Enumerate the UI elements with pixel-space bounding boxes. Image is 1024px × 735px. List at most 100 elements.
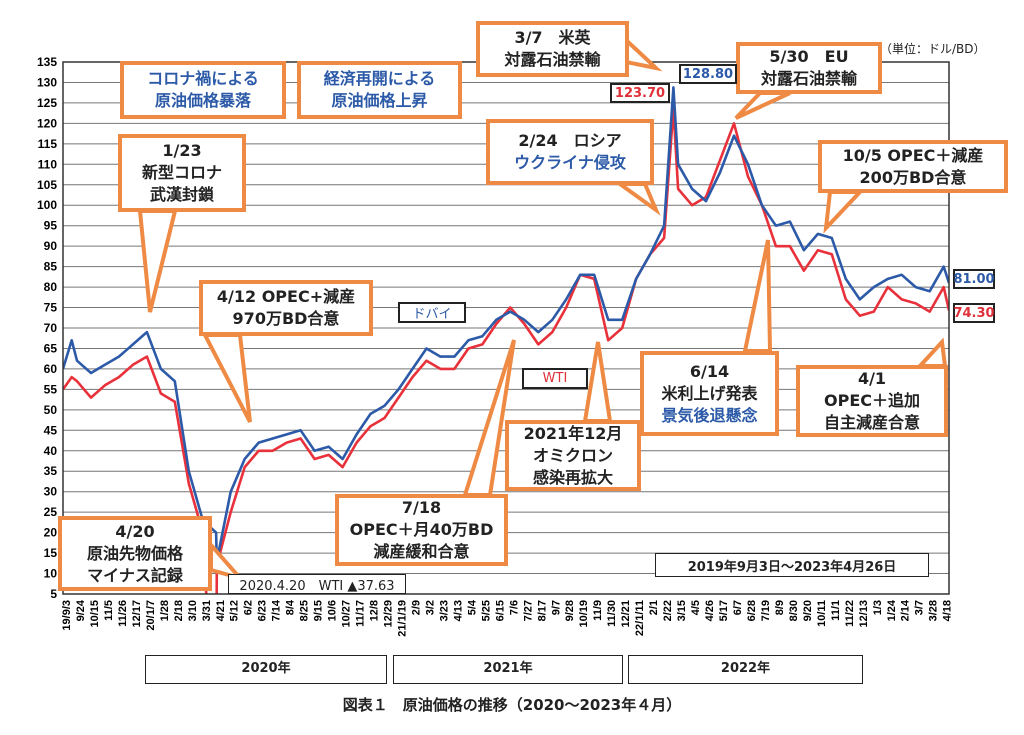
callout-line: 7/18: [401, 498, 442, 517]
y-tick-label: 65: [44, 341, 58, 355]
x-tick-label: 4/26: [704, 600, 716, 621]
callout-line: OPEC＋月40万BD: [349, 520, 494, 539]
y-tick-label: 90: [44, 239, 58, 253]
x-tick-label: 8/4: [285, 599, 297, 615]
x-tick-label: 12/13: [858, 600, 870, 628]
x-tick-label: 5/12: [229, 600, 241, 621]
y-tick-label: 105: [37, 178, 57, 192]
callout-line: 武漢封鎖: [149, 185, 214, 204]
x-tick-label: 8/17: [536, 600, 548, 621]
y-tick-label: 60: [44, 362, 58, 376]
x-axis-ticks: 19/9/3 9/24 10/15 11/5 11/26 12/17 20/1/7 1/28 2…: [61, 599, 954, 637]
y-tick-label: 95: [44, 219, 58, 233]
x-tick-label: 9/15: [313, 600, 325, 621]
callout-fed: 6/14 米利上げ発表 景気後退懸念: [640, 351, 779, 436]
x-tick-label: 7/14: [271, 599, 283, 621]
dubai-peak-label: 128.80: [679, 64, 737, 84]
x-tick-label: 3/10: [187, 600, 199, 621]
x-tick-label: 11/22: [844, 600, 856, 627]
callout-line: 2021年12月: [523, 423, 623, 443]
callout-corona-crash: コロナ禍による 原油価格暴落: [120, 61, 286, 119]
dubai-last-label: 81.00: [953, 269, 995, 289]
y-tick-label: 130: [37, 75, 57, 89]
callout-line: 2/24 ロシア: [518, 131, 622, 150]
x-tick-label: 2/14: [900, 599, 912, 621]
callout-line: 原油価格暴落: [154, 91, 251, 110]
unit-label: （単位：ドル/BD）: [880, 42, 986, 56]
callout-line: オミクロン: [532, 445, 613, 465]
callout-line: 3/7 米英: [514, 28, 591, 47]
y-tick-label: 30: [44, 485, 58, 499]
x-tick-label: 5/17: [718, 600, 730, 621]
y-tick-label: 70: [44, 321, 58, 335]
x-tick-label: 11/17: [355, 600, 367, 627]
x-tick-label: 20/1/7: [145, 600, 157, 631]
callout-line: 減産緩和合意: [373, 542, 470, 561]
x-tick-label: 11/26: [117, 600, 129, 627]
callout-line: 新型コロナ: [141, 163, 222, 182]
y-tick-label: 5: [50, 587, 57, 601]
y-tick-label: 85: [44, 260, 58, 274]
x-tick-label: 11/30: [606, 600, 618, 627]
callout-line: 4/20: [115, 521, 155, 541]
x-tick-label: 11/1: [830, 600, 842, 621]
x-tick-label: 3/7: [914, 600, 926, 615]
callout-russia: 2/24 ロシア ウクライナ侵攻: [486, 119, 654, 185]
y-tick-label: 80: [44, 280, 58, 294]
y-tick-label: 110: [38, 157, 58, 171]
x-tick-label: 7/27: [522, 600, 534, 621]
callout-tail: [582, 341, 613, 423]
x-tick-label: 6/23: [257, 600, 269, 621]
y-tick-label: 25: [44, 505, 58, 519]
x-tick-label: 11/5: [103, 600, 115, 621]
y-tick-label: 40: [44, 444, 58, 458]
y-tick-label: 45: [44, 423, 58, 437]
y-tick-label: 10: [44, 567, 58, 581]
callout-line: 対露石油禁輸: [504, 50, 601, 69]
x-tick-label: 4/13: [452, 600, 464, 621]
x-tick-label: 6/7: [732, 600, 744, 615]
x-tick-label: 2/9: [410, 600, 422, 615]
grid-lines: [63, 61, 949, 595]
callout-line: OPEC＋追加: [823, 391, 920, 410]
x-tick-label: 8/25: [299, 600, 311, 621]
y-tick-label: 55: [44, 382, 58, 396]
y-tick-label: 35: [44, 464, 58, 478]
x-tick-label: 12/21: [620, 600, 632, 628]
x-tick-label: 21/1/19: [396, 600, 408, 637]
callout-line: 4/1: [857, 369, 887, 388]
x-tick-label: 11/9: [592, 600, 604, 621]
y-tick-label: 120: [37, 116, 57, 130]
x-tick-label: 3/23: [438, 600, 450, 621]
callout-line: ウクライナ侵攻: [514, 153, 626, 172]
x-tick-label: 6/2: [243, 600, 255, 615]
callout-opec-oct: 10/5 OPEC＋減産 200万BD合意: [818, 140, 1008, 193]
y-tick-label: 15: [44, 546, 58, 560]
callout-line: 原油価格上昇: [331, 91, 428, 110]
callout-tail: [734, 91, 791, 120]
callout-line: 対露石油禁輸: [760, 69, 857, 88]
x-tick-label: 19/9/3: [61, 600, 73, 631]
x-tick-label: 10/11: [816, 600, 828, 627]
x-tick-label: 4/18: [942, 600, 954, 621]
callout-tail: [201, 333, 252, 423]
dubai-series-label: ドバイ: [398, 302, 466, 323]
x-tick-label: 22/1/11: [634, 600, 646, 636]
x-tick-label: 12/8: [369, 600, 381, 621]
callout-wuhan: 1/23 新型コロナ 武漢封鎖: [118, 134, 246, 212]
x-tick-label: 3/28: [928, 600, 940, 621]
callout-opec-jul: 7/18 OPEC＋月40万BD 減産緩和合意: [335, 494, 508, 566]
callout-tail: [823, 190, 865, 234]
callout-line: 200万BD合意: [859, 167, 967, 187]
x-tick-label: 6/28: [746, 600, 758, 621]
x-tick-label: 4/21: [215, 600, 227, 621]
callout-opec-2023: 4/1 OPEC＋追加 自主減産合意: [796, 365, 948, 437]
period-label: 2019年9月3日～2023年4月26日: [655, 553, 929, 577]
y-tick-label: 135: [37, 55, 57, 69]
x-tick-label: 5/25: [480, 600, 492, 621]
callout-omicron: 2021年12月 オミクロン 感染再拡大: [505, 420, 641, 491]
year-2020: 2020年: [145, 655, 387, 684]
x-tick-label: 2/18: [173, 600, 185, 621]
callout-line: 感染再拡大: [532, 467, 613, 487]
x-tick-label: 9/28: [564, 600, 576, 621]
